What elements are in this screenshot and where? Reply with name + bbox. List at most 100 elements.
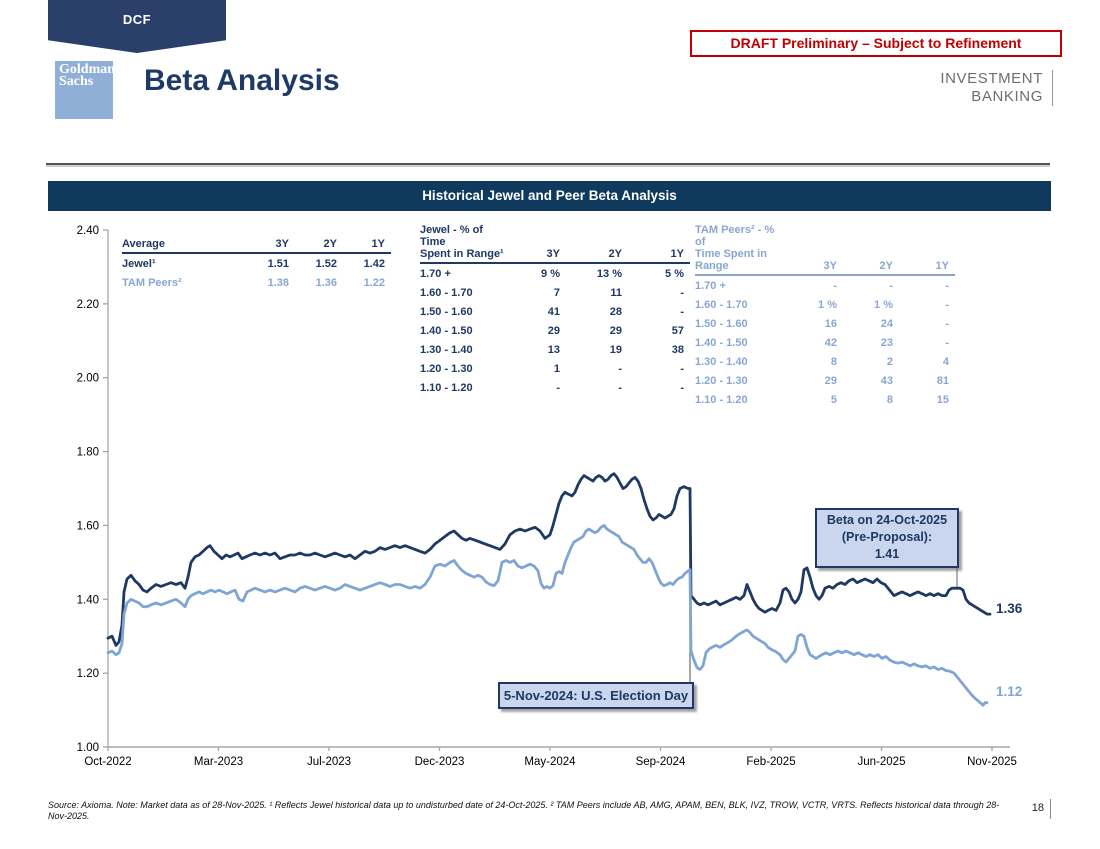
period-column-header: 3Y [508, 224, 566, 264]
row-label: 1.50 - 1.60 [420, 305, 473, 318]
section-tab-label: DCF [122, 12, 152, 27]
cell-value: 1 % [874, 298, 893, 311]
cell-value: 41 [547, 305, 560, 318]
row-label: 1.40 - 1.50 [695, 336, 748, 349]
tam-range-row: 1.50 - 1.60 16 24 - [695, 314, 955, 333]
cell-value: 1 [553, 362, 560, 375]
tam-peers-beta-line [106, 524, 989, 707]
page-number: 18 [1031, 802, 1044, 814]
cell-value: - [945, 317, 949, 330]
row-label: 1.30 - 1.40 [420, 343, 473, 356]
tam-range-row: 1.10 - 1.20 5 8 15 [695, 390, 955, 409]
y-tick-label: 1.20 [77, 668, 99, 680]
cell-value: 8 [886, 393, 893, 406]
cell-value: 23 [880, 336, 893, 349]
row-label: Jewel¹ [122, 257, 156, 270]
cell-value: 29 [547, 324, 560, 337]
cell-value: - [945, 298, 949, 311]
tam-range-row: 1.30 - 1.40 8 2 4 [695, 352, 955, 371]
range-table-title: Jewel - % of Time Spent in Range¹ [420, 224, 508, 264]
cell-value: - [618, 381, 622, 394]
y-tick-label: 1.00 [77, 742, 99, 754]
cell-value: 28 [609, 305, 622, 318]
logo-line2: Sachs [59, 74, 94, 89]
tam-table-header-row: TAM Peers² - % of Time Spent in Range 3Y 2… [695, 224, 955, 276]
cell-value: 24 [880, 317, 893, 330]
cell-value: - [618, 362, 622, 375]
range-table-title: Average [122, 238, 247, 254]
y-tick-label: 2.40 [77, 225, 99, 237]
period-column-header: 2Y [843, 224, 899, 276]
period-column-header: 1Y [628, 224, 690, 264]
jewel-range-row: 1.30 - 1.40 13 19 38 [420, 340, 690, 359]
tam-range-row: 1.60 - 1.70 1 % 1 % - [695, 295, 955, 314]
cell-value: - [889, 279, 893, 292]
y-tick-label: 2.20 [77, 299, 99, 311]
pre-proposal-line2: (Pre-Proposal): [841, 530, 933, 544]
pre-proposal-line1: Beta on 24-Oct-2025 [826, 513, 948, 527]
cell-value: 42 [824, 336, 837, 349]
row-label: 1.70 + [420, 267, 451, 280]
cell-value: 7 [553, 286, 560, 299]
jewel-range-row: 1.70 + 9 % 13 % 5 % [420, 263, 690, 283]
row-label: 1.10 - 1.20 [420, 381, 473, 394]
row-label: 1.40 - 1.50 [420, 324, 473, 337]
cell-value: - [680, 286, 684, 299]
division-line2: BANKING [971, 88, 1043, 105]
x-tick-label: Dec-2023 [415, 756, 465, 768]
page-title: Beta Analysis [144, 64, 340, 97]
tam-range-row: 1.20 - 1.30 29 43 81 [695, 371, 955, 390]
y-tick-label: 1.60 [77, 520, 99, 532]
range-table-title: TAM Peers² - % of Time Spent in Range [695, 224, 787, 276]
cell-value: 15 [936, 393, 949, 406]
cell-value: 1.36 [315, 276, 337, 289]
row-label: 1.70 + [695, 279, 726, 292]
cell-value: 1.22 [363, 276, 385, 289]
draft-stamp: DRAFT Preliminary – Subject to Refinemen… [690, 30, 1062, 57]
period-column-header: 1Y [899, 224, 955, 276]
cell-value: - [680, 362, 684, 375]
cell-value: - [680, 381, 684, 394]
division-line1: INVESTMENT [940, 70, 1043, 87]
cell-value: 1 % [818, 298, 837, 311]
x-tick-label: Mar-2023 [194, 756, 243, 768]
cell-value: 8 [830, 355, 837, 368]
period-column-header: 2Y [566, 224, 628, 264]
period-column-header: 3Y [247, 238, 295, 254]
cell-value: 11 [610, 286, 622, 299]
jewel-range-row: 1.50 - 1.60 41 28 - [420, 302, 690, 321]
x-tick-label: Jun-2025 [858, 756, 906, 768]
cell-value: 57 [671, 324, 684, 337]
x-tick-label: Feb-2025 [746, 756, 795, 768]
jewel-beta-line [106, 472, 992, 647]
jewel-table-header-row: Jewel - % of Time Spent in Range¹ 3Y 2Y 1Y [420, 224, 690, 264]
cell-value: 5 [830, 393, 837, 406]
header-divider [46, 163, 1050, 165]
x-tick-label: Jul-2023 [307, 756, 351, 768]
jewel-range-row: 1.10 - 1.20 - - - [420, 378, 690, 397]
y-tick-label: 1.80 [77, 447, 99, 459]
cell-value: 43 [880, 374, 893, 387]
average-table-row: Jewel¹ 1.51 1.52 1.42 [122, 253, 391, 273]
cell-value: 1.42 [363, 257, 385, 270]
period-column-header: 2Y [295, 238, 343, 254]
x-tick-label: Sep-2024 [636, 756, 686, 768]
row-label: 1.30 - 1.40 [695, 355, 748, 368]
cell-value: 19 [609, 343, 622, 356]
cell-value: 4 [942, 355, 949, 368]
x-tick-label: Oct-2022 [84, 756, 131, 768]
pre-proposal-line3: 1.41 [874, 547, 900, 561]
period-column-header: 1Y [343, 238, 391, 254]
cell-value: - [833, 279, 837, 292]
cell-value: 16 [824, 317, 837, 330]
cell-value: 9 % [541, 267, 560, 280]
chart-title-bar: Historical Jewel and Peer Beta Analysis [48, 181, 1051, 211]
cell-value: 1.52 [315, 257, 337, 270]
row-label: 1.20 - 1.30 [695, 374, 748, 387]
jewel-time-in-range-table: Jewel - % of Time Spent in Range¹ 3Y 2Y 1Y … [420, 224, 690, 397]
cell-value: - [556, 381, 560, 394]
jewel-range-row: 1.40 - 1.50 29 29 57 [420, 321, 690, 340]
cell-value: 1.38 [267, 276, 289, 289]
